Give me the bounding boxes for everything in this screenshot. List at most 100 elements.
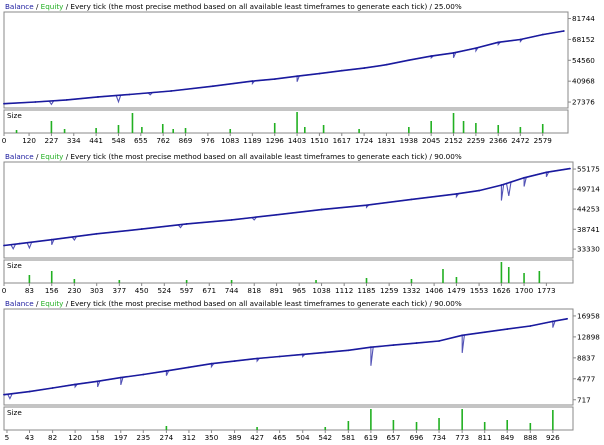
x-tick-label: 762 — [156, 136, 170, 145]
size-bar — [50, 121, 53, 133]
x-tick-label: 869 — [179, 136, 193, 145]
size-bar — [370, 409, 372, 430]
size-bar — [507, 267, 510, 283]
balance-point — [474, 47, 477, 49]
balance-point — [541, 33, 544, 36]
balance-point — [452, 51, 455, 54]
balance-point — [128, 93, 131, 96]
x-tick-label: 1403 — [288, 136, 306, 145]
size-plot-frame — [3, 406, 574, 431]
balance-point — [188, 366, 190, 369]
y-tick-label: 8837 — [577, 353, 595, 362]
x-tick-label: 2152 — [444, 136, 462, 145]
x-tick-label: 1332 — [402, 286, 420, 295]
balance-point — [28, 390, 31, 393]
x-tick-label: 773 — [455, 433, 469, 442]
balance-point — [3, 393, 5, 396]
x-tick-label: 235 — [136, 433, 150, 442]
y-tick-label: 4777 — [577, 374, 595, 383]
balance-point — [392, 344, 395, 347]
y-tick-label: 27376 — [572, 98, 595, 107]
x-tick-label: 744 — [225, 286, 239, 295]
balance-point — [455, 192, 458, 195]
size-bar — [28, 275, 31, 283]
balance-point — [318, 72, 321, 75]
x-tick-label: 1479 — [447, 286, 466, 295]
size-bar — [410, 279, 413, 283]
size-bar — [519, 127, 522, 133]
x-tick-label: 43 — [25, 433, 34, 442]
y-tick-label: 44253 — [577, 205, 600, 214]
x-tick-label: 1773 — [537, 286, 555, 295]
balance-point — [50, 238, 53, 241]
size-bar — [408, 127, 410, 133]
balance-point — [3, 102, 5, 105]
x-tick-label: 504 — [296, 433, 310, 442]
balance-point — [185, 223, 188, 225]
header-description: / Every tick (the most precise method ba… — [63, 299, 461, 308]
size-bar — [506, 420, 509, 430]
x-tick-label: 1626 — [492, 286, 511, 295]
size-bar — [315, 280, 317, 283]
size-bar — [304, 127, 306, 133]
size-bar — [430, 121, 432, 133]
y-tick-label: 16958 — [577, 311, 600, 320]
balance-point — [65, 98, 68, 101]
legend-balance: Balance — [5, 2, 34, 11]
size-bar — [118, 280, 121, 283]
balance-point — [320, 208, 323, 211]
balance-point — [142, 373, 145, 376]
balance-point — [500, 184, 503, 186]
size-label: Size — [7, 261, 22, 270]
x-tick-label: 0 — [2, 136, 7, 145]
y-tick-label: 54560 — [572, 56, 595, 65]
balance-point — [230, 218, 233, 221]
x-tick-label: 1112 — [335, 286, 353, 295]
y-tick-label: 49714 — [577, 185, 600, 194]
x-tick-label: 2472 — [511, 136, 529, 145]
balance-point — [296, 75, 298, 78]
y-tick-label: 68152 — [572, 35, 595, 44]
x-tick-label: 303 — [90, 286, 104, 295]
size-bar — [475, 123, 477, 133]
size-bar — [229, 129, 232, 133]
balance-point — [569, 167, 571, 170]
size-bar — [273, 123, 276, 133]
balance-point — [119, 376, 122, 379]
x-tick-label: 197 — [114, 433, 128, 442]
balance-point — [347, 349, 350, 352]
x-tick-label: 427 — [250, 433, 264, 442]
main-plot-frame — [3, 161, 574, 259]
size-bar — [324, 427, 327, 430]
x-tick-label: 2259 — [467, 136, 486, 145]
balance-point — [165, 370, 168, 372]
x-tick-label: 1038 — [312, 286, 331, 295]
balance-point — [369, 346, 372, 349]
legend-separator: / — [34, 152, 41, 161]
balance-line — [3, 318, 568, 396]
header-description: / Every tick (the most precise method ba… — [63, 152, 461, 161]
x-tick-label: 849 — [500, 433, 514, 442]
y-tick-label: 717 — [577, 395, 591, 404]
size-bar — [347, 421, 350, 430]
size-bar — [184, 128, 187, 133]
chart-header: Balance / Equity / Every tick (the most … — [5, 299, 462, 308]
balance-point — [519, 38, 522, 41]
balance-point — [97, 96, 99, 98]
size-bar — [438, 418, 440, 430]
size-bar — [392, 420, 395, 430]
x-tick-label: 158 — [91, 433, 105, 442]
x-tick-label: 597 — [180, 286, 194, 295]
size-label: Size — [7, 408, 22, 417]
x-tick-label: 548 — [112, 136, 126, 145]
chart-svg-3: Balance / Equity / Every tick (the most … — [3, 299, 600, 442]
x-tick-label: 1724 — [355, 136, 374, 145]
chart-header: Balance / Equity / Every tick (the most … — [5, 2, 462, 11]
balance-point — [340, 69, 343, 72]
size-bar — [172, 129, 174, 133]
x-tick-label: 1189 — [243, 136, 262, 145]
size-bar — [538, 271, 541, 283]
size-bar — [365, 278, 368, 283]
x-tick-label: 888 — [523, 433, 537, 442]
x-tick-label: 83 — [25, 286, 34, 295]
